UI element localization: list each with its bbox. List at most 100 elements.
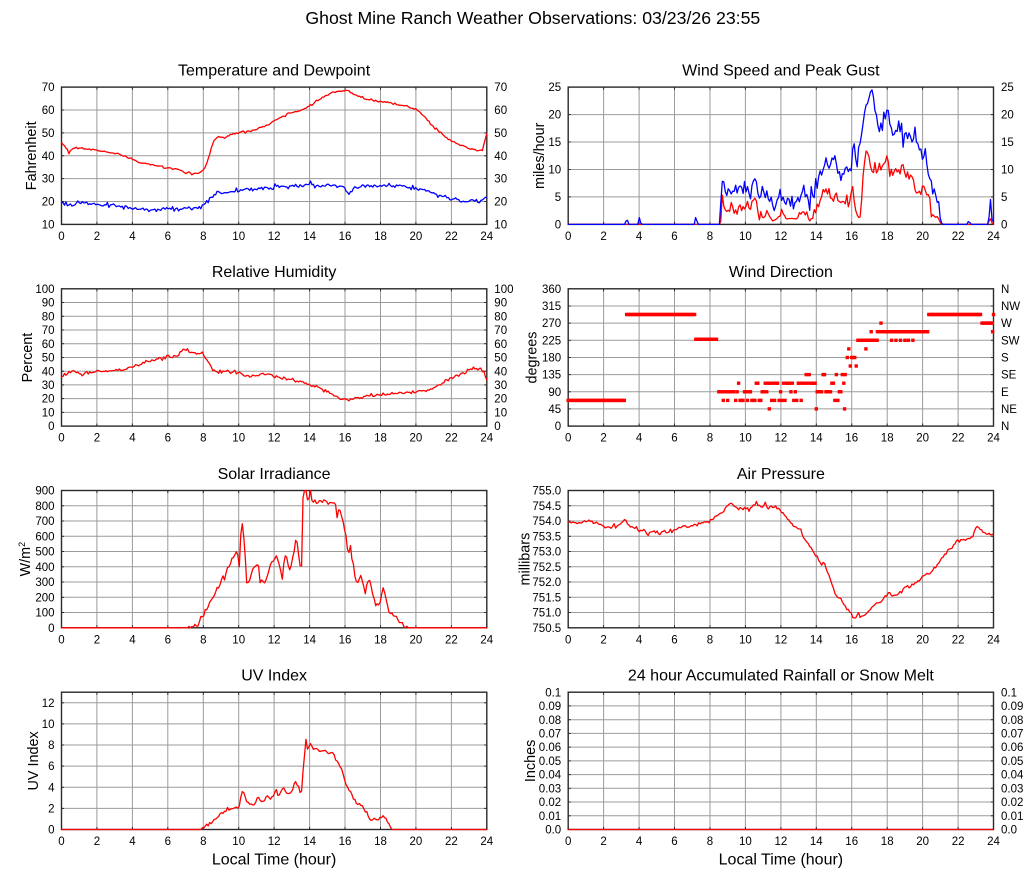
svg-text:8: 8 <box>707 634 713 646</box>
svg-text:24: 24 <box>987 836 1000 848</box>
svg-text:E: E <box>1001 387 1009 399</box>
svg-text:millibars: millibars <box>518 533 534 586</box>
svg-text:0.0: 0.0 <box>545 825 561 837</box>
svg-text:50: 50 <box>494 128 507 140</box>
svg-text:0: 0 <box>58 231 64 243</box>
svg-text:10: 10 <box>739 231 752 243</box>
svg-text:20: 20 <box>916 231 929 243</box>
svg-text:UV Index: UV Index <box>26 731 42 791</box>
svg-text:30: 30 <box>494 380 507 392</box>
svg-text:90: 90 <box>494 298 507 310</box>
svg-text:754.5: 754.5 <box>532 501 561 513</box>
svg-text:22: 22 <box>952 836 965 848</box>
svg-text:10: 10 <box>232 433 245 445</box>
svg-text:0.07: 0.07 <box>539 729 561 741</box>
svg-text:752.0: 752.0 <box>532 577 561 589</box>
svg-text:N: N <box>1001 421 1009 433</box>
svg-text:0: 0 <box>555 421 561 433</box>
svg-text:360: 360 <box>542 284 561 296</box>
svg-text:15: 15 <box>1001 137 1014 149</box>
svg-text:70: 70 <box>42 82 55 94</box>
svg-text:18: 18 <box>881 433 894 445</box>
svg-text:700: 700 <box>35 516 54 528</box>
svg-text:4: 4 <box>636 231 643 243</box>
svg-text:20: 20 <box>410 634 423 646</box>
svg-text:400: 400 <box>35 562 54 574</box>
svg-text:6: 6 <box>165 634 171 646</box>
svg-text:16: 16 <box>845 433 858 445</box>
svg-text:16: 16 <box>339 231 352 243</box>
svg-text:40: 40 <box>494 366 507 378</box>
svg-text:8: 8 <box>48 740 54 752</box>
svg-text:752.5: 752.5 <box>532 562 561 574</box>
svg-text:0: 0 <box>565 634 571 646</box>
svg-text:20: 20 <box>42 394 55 406</box>
svg-text:4: 4 <box>636 433 643 445</box>
svg-text:10: 10 <box>232 836 245 848</box>
svg-text:751.5: 751.5 <box>532 592 561 604</box>
svg-text:0.06: 0.06 <box>539 742 561 754</box>
svg-text:Local Time (hour): Local Time (hour) <box>719 852 844 869</box>
svg-text:2: 2 <box>600 634 606 646</box>
svg-text:24: 24 <box>480 433 493 445</box>
svg-text:0.04: 0.04 <box>1001 770 1024 782</box>
svg-text:180: 180 <box>542 353 561 365</box>
svg-text:0: 0 <box>565 433 571 445</box>
svg-text:4: 4 <box>636 634 643 646</box>
svg-text:12: 12 <box>775 231 788 243</box>
svg-text:Fahrenheit: Fahrenheit <box>24 121 40 190</box>
svg-text:750.5: 750.5 <box>532 623 561 635</box>
svg-text:0.08: 0.08 <box>1001 715 1023 727</box>
svg-text:0.07: 0.07 <box>1001 729 1023 741</box>
svg-text:NE: NE <box>1001 404 1017 416</box>
svg-text:0.05: 0.05 <box>539 756 561 768</box>
svg-text:20: 20 <box>494 197 507 209</box>
svg-text:4: 4 <box>129 231 136 243</box>
svg-text:Local Time (hour): Local Time (hour) <box>212 852 337 869</box>
svg-text:500: 500 <box>35 547 54 559</box>
svg-text:24: 24 <box>480 836 493 848</box>
svg-text:8: 8 <box>200 231 206 243</box>
svg-text:18: 18 <box>374 836 387 848</box>
svg-text:0.03: 0.03 <box>1001 783 1023 795</box>
svg-text:20: 20 <box>410 433 423 445</box>
svg-text:600: 600 <box>35 531 54 543</box>
svg-text:50: 50 <box>494 353 507 365</box>
svg-text:0.02: 0.02 <box>1001 797 1023 809</box>
svg-text:10: 10 <box>1001 165 1014 177</box>
svg-text:90: 90 <box>42 298 55 310</box>
svg-text:16: 16 <box>339 634 352 646</box>
svg-text:0: 0 <box>58 836 64 848</box>
svg-text:6: 6 <box>165 433 171 445</box>
svg-text:10: 10 <box>548 165 561 177</box>
svg-text:50: 50 <box>42 353 55 365</box>
svg-text:14: 14 <box>810 634 823 646</box>
svg-text:20: 20 <box>916 836 929 848</box>
svg-text:8: 8 <box>707 231 713 243</box>
svg-text:70: 70 <box>42 325 55 337</box>
svg-text:10: 10 <box>739 836 752 848</box>
svg-text:16: 16 <box>845 634 858 646</box>
svg-text:30: 30 <box>42 380 55 392</box>
svg-text:0: 0 <box>565 836 571 848</box>
svg-text:100: 100 <box>35 608 54 620</box>
svg-text:60: 60 <box>42 339 55 351</box>
svg-text:100: 100 <box>35 284 54 296</box>
svg-text:16: 16 <box>845 836 858 848</box>
svg-text:135: 135 <box>542 370 561 382</box>
svg-text:0.1: 0.1 <box>545 687 561 699</box>
svg-text:8: 8 <box>200 433 206 445</box>
svg-text:10: 10 <box>739 634 752 646</box>
svg-text:15: 15 <box>548 137 561 149</box>
svg-text:5: 5 <box>555 192 561 204</box>
svg-text:2: 2 <box>600 231 606 243</box>
svg-text:24: 24 <box>480 634 493 646</box>
svg-text:S: S <box>1001 353 1009 365</box>
svg-text:6: 6 <box>671 231 677 243</box>
svg-text:753.5: 753.5 <box>532 531 561 543</box>
svg-text:0.0: 0.0 <box>1001 825 1017 837</box>
svg-text:SE: SE <box>1001 370 1017 382</box>
svg-text:25: 25 <box>1001 82 1014 94</box>
svg-text:60: 60 <box>494 339 507 351</box>
svg-text:20: 20 <box>42 197 55 209</box>
